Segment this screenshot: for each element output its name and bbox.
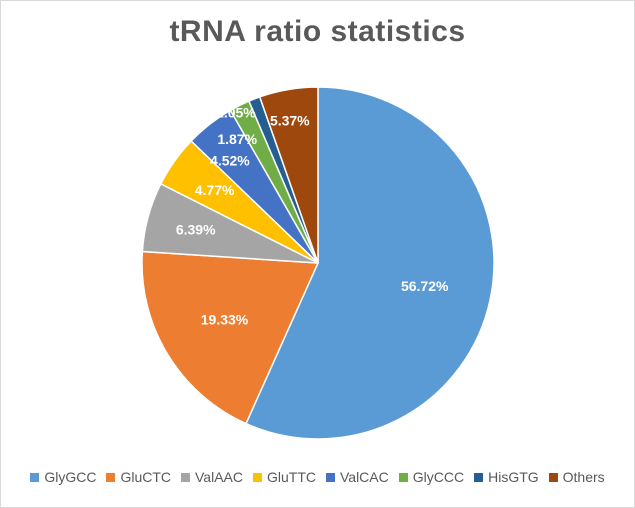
data-label-valcac: 4.52% <box>210 152 250 168</box>
legend-swatch <box>106 472 116 482</box>
legend-swatch <box>474 472 484 482</box>
data-label-valaac: 6.39% <box>176 222 216 238</box>
data-label-hisgtg: 1.05% <box>216 105 256 121</box>
data-label-others: 5.37% <box>270 113 310 129</box>
data-label-glygcc: 56.72% <box>401 278 449 294</box>
pie-slice-glygcc <box>244 86 495 440</box>
legend-item-valcac: ValCAC <box>325 469 389 485</box>
legend-label: GlyGCC <box>44 469 97 485</box>
legend-swatch <box>252 472 262 482</box>
legend-label: ValAAC <box>195 469 243 485</box>
legend-item-valaac: ValAAC <box>181 469 243 485</box>
pie-slice-others <box>258 86 319 264</box>
legend-swatch <box>30 472 40 482</box>
legend-swatch <box>181 472 190 482</box>
chart-legend: GlyGCC GluCTC ValAAC GluTTC ValCAC GlyCCC HisG… <box>1 469 634 485</box>
data-label-gluttc: 4.77% <box>195 182 235 198</box>
legend-item-gluctc: GluCTC <box>106 469 171 485</box>
data-label-glyccc: 1.87% <box>217 131 257 147</box>
pie-slice-gluctc <box>141 250 320 425</box>
data-label-gluctc: 19.33% <box>201 311 249 327</box>
legend-item-glyccc: GlyCCC <box>398 469 465 485</box>
legend-item-gluttc: GluTTC <box>252 469 316 485</box>
legend-label: ValCAC <box>339 469 389 485</box>
legend-label: GluCTC <box>120 469 171 485</box>
legend-label: HisGTG <box>488 469 539 485</box>
legend-label: GlyCCC <box>412 469 465 485</box>
legend-item-hisgtg: HisGTG <box>474 469 539 485</box>
legend-item-others: Others <box>548 469 605 485</box>
legend-swatch <box>548 472 558 482</box>
legend-swatch <box>398 472 408 482</box>
chart-title: tRNA ratio statistics <box>169 15 466 48</box>
legend-item-glygcc: GlyGCC <box>30 469 96 485</box>
legend-label: GluTTC <box>266 469 316 485</box>
legend-label: Others <box>562 469 605 485</box>
legend-swatch <box>325 472 335 482</box>
